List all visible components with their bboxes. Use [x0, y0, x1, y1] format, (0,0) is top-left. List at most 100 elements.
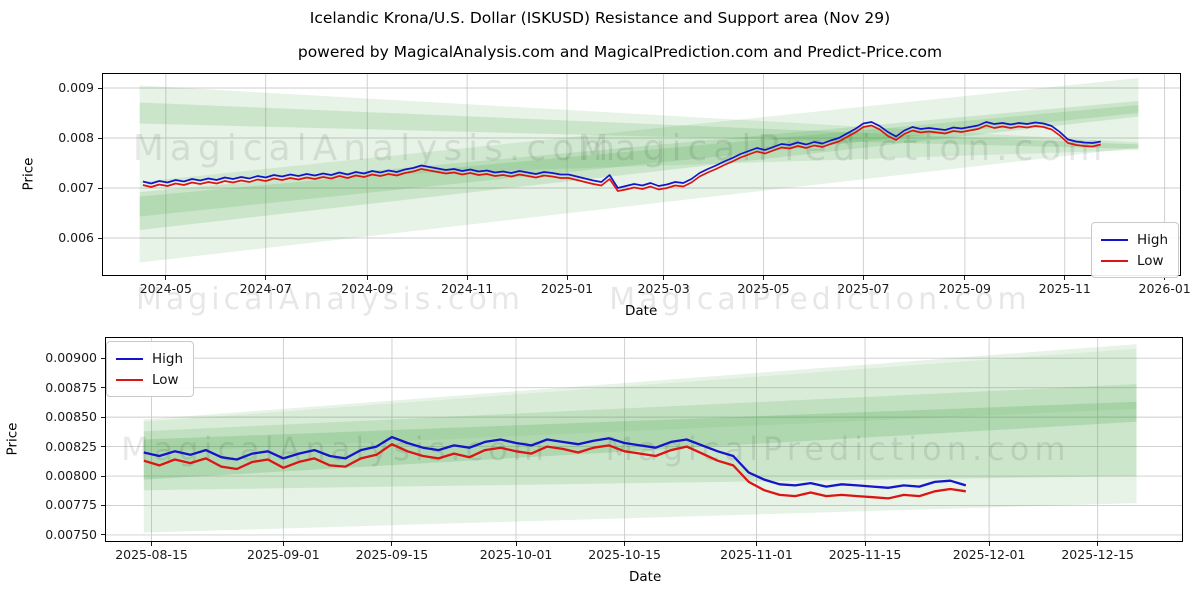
x-tick-label: 2025-05: [737, 281, 790, 296]
watermark-text: MagicalPrediction.com: [609, 282, 1031, 317]
legend-entry-high: High: [1101, 229, 1168, 250]
support-resistance-band: [143, 344, 1137, 533]
x-tick-label: 2024-07: [239, 281, 292, 296]
x-tick-mark: [466, 276, 468, 280]
legend-entry-low: Low: [1101, 250, 1168, 271]
bottom-chart-legend: High Low: [106, 341, 195, 397]
y-tick-mark: [101, 357, 105, 359]
x-tick-mark: [762, 276, 764, 280]
x-tick-label: 2025-03: [637, 281, 690, 296]
high-line-swatch: [1101, 238, 1128, 241]
bottom-chart-xlabel: Date: [629, 569, 662, 585]
x-tick-label: 2024-11: [440, 281, 494, 296]
x-tick-label: 2025-11-01: [720, 547, 793, 562]
high-line-swatch: [116, 357, 143, 360]
y-tick-mark: [98, 87, 102, 89]
x-tick-mark: [663, 276, 665, 280]
x-tick-mark: [862, 276, 864, 280]
legend-label-high: High: [152, 350, 184, 367]
y-tick-label: 0.009: [58, 80, 94, 95]
y-tick-mark: [101, 416, 105, 418]
y-tick-label: 0.00775: [45, 497, 97, 513]
y-tick-mark: [101, 534, 105, 536]
y-tick-mark: [98, 237, 102, 239]
watermark-text: MagicalPrediction.com: [606, 430, 1071, 468]
x-tick-label: 2025-09-01: [247, 547, 320, 562]
y-tick-label: 0.00875: [45, 379, 97, 395]
y-tick-mark: [101, 387, 105, 389]
x-tick-mark: [265, 276, 267, 280]
top-chart-legend: High Low: [1091, 222, 1180, 278]
low-series-line: [143, 443, 966, 500]
support-resistance-band: [143, 401, 1137, 480]
x-tick-mark: [1097, 542, 1099, 546]
x-tick-mark: [366, 276, 368, 280]
x-tick-label: 2025-12-01: [952, 547, 1026, 562]
y-tick-label: 0.006: [58, 230, 94, 245]
x-tick-mark: [566, 276, 568, 280]
x-tick-label: 2025-09-15: [355, 547, 429, 562]
x-tick-label: 2025-12-15: [1061, 547, 1135, 562]
x-tick-mark: [151, 542, 153, 546]
y-tick-label: 0.00900: [45, 350, 97, 366]
x-tick-mark: [165, 276, 167, 280]
legend-label-low: Low: [1137, 252, 1164, 269]
x-tick-mark: [1064, 276, 1066, 280]
y-tick-label: 0.00750: [45, 526, 97, 542]
watermark-text: MagicalAnalysis.com: [133, 128, 621, 169]
watermark-text: MagicalAnalysis.com: [135, 282, 525, 317]
chart-title: Icelandic Krona/U.S. Dollar (ISKUSD) Res…: [309, 9, 891, 27]
chart-subtitle: powered by MagicalAnalysis.com and Magic…: [297, 43, 943, 61]
x-tick-mark: [755, 542, 757, 546]
x-tick-mark: [282, 542, 284, 546]
x-tick-label: 2025-08-15: [115, 547, 188, 562]
support-resistance-band: [143, 348, 1137, 453]
x-tick-label: 2026-01: [1138, 281, 1191, 296]
y-tick-mark: [98, 187, 102, 189]
support-resistance-band: [139, 78, 1139, 263]
x-tick-mark: [1164, 276, 1166, 280]
y-tick-mark: [101, 504, 105, 506]
watermark-text: MagicalPrediction.com: [578, 128, 1109, 169]
x-tick-mark: [515, 542, 517, 546]
y-tick-label: 0.008: [58, 130, 94, 145]
legend-label-high: High: [1137, 231, 1169, 248]
support-resistance-band: [139, 102, 1139, 149]
x-tick-label: 2025-10-15: [588, 547, 661, 562]
x-tick-mark: [391, 542, 393, 546]
low-line-swatch: [1101, 259, 1128, 262]
bottom-chart-plot: MagicalAnalysis.com MagicalPrediction.com: [105, 337, 1183, 542]
y-tick-mark: [101, 475, 105, 477]
high-series-line: [143, 435, 967, 489]
support-resistance-band: [139, 85, 1139, 183]
legend-label-low: Low: [152, 371, 179, 388]
y-tick-mark: [101, 446, 105, 448]
low-series-line: [142, 124, 1102, 192]
x-tick-mark: [988, 542, 990, 546]
x-tick-label: 2025-10-01: [479, 547, 553, 562]
y-tick-mark: [98, 137, 102, 139]
bottom-chart-ylabel: Price: [4, 422, 21, 456]
x-tick-mark: [964, 276, 966, 280]
x-tick-label: 2024-09: [341, 281, 394, 296]
y-tick-label: 0.00800: [45, 468, 97, 484]
x-tick-mark: [864, 542, 866, 546]
x-tick-label: 2024-05: [139, 281, 192, 296]
y-tick-label: 0.00850: [45, 409, 97, 425]
support-resistance-band: [143, 384, 1137, 491]
legend-entry-high: High: [116, 348, 183, 369]
y-tick-label: 0.00825: [45, 438, 97, 454]
top-chart-xlabel: Date: [625, 303, 658, 319]
low-line-swatch: [116, 378, 143, 381]
x-tick-label: 2025-07: [837, 281, 890, 296]
x-tick-label: 2025-09: [938, 281, 991, 296]
legend-entry-low: Low: [116, 369, 183, 390]
high-series-line: [142, 121, 1101, 189]
x-tick-mark: [624, 542, 626, 546]
x-tick-label: 2025-11: [1038, 281, 1091, 296]
x-tick-label: 2025-11-15: [828, 547, 902, 562]
x-tick-label: 2025-01: [540, 281, 594, 296]
y-tick-label: 0.007: [58, 180, 94, 195]
